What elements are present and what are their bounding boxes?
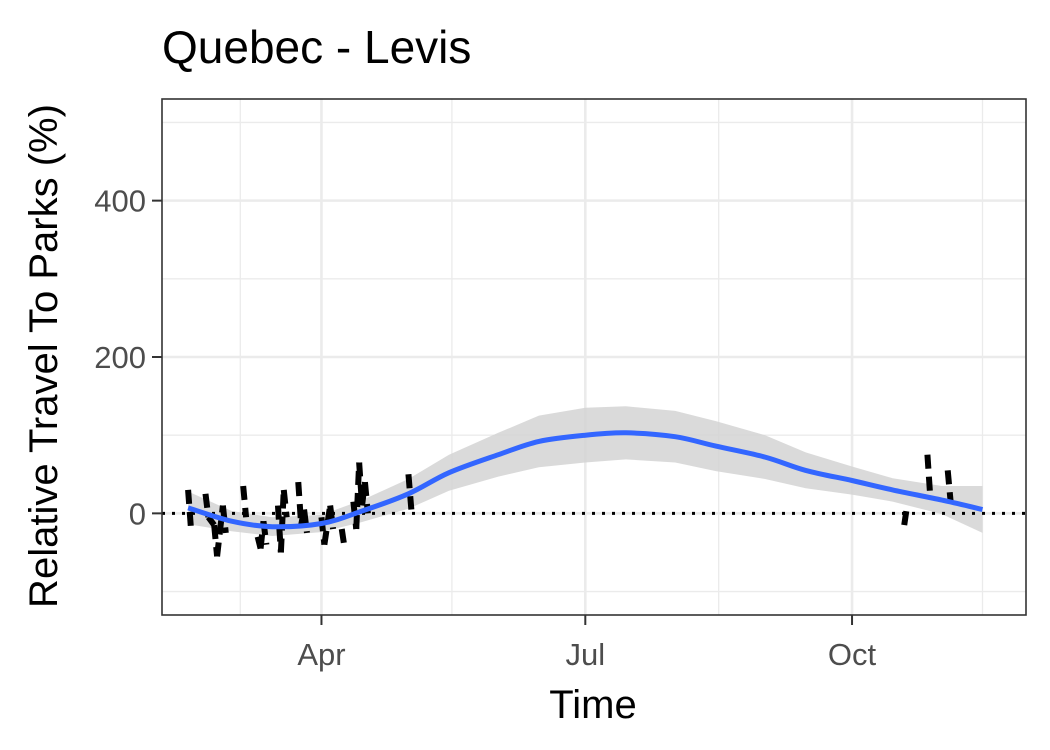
observed-segment [301,509,310,534]
observed-segment [327,505,337,530]
observed-segment [338,528,348,549]
observed-segment [405,474,415,510]
x-tick-label: Apr [297,637,345,672]
axis-layer: 0 200 400 Apr Jul Oct [94,184,876,672]
y-tick-label: 0 [129,496,146,531]
observed-segment [901,505,911,526]
y-axis-title: Relative Travel To Parks (%) [22,104,66,608]
trend-series-layer [187,430,984,530]
observed-segment [202,493,212,518]
observed-segment [280,489,290,518]
observed-segment [214,505,226,557]
y-tick-label: 400 [94,184,146,219]
observed-segment [240,485,250,518]
y-tick-label: 200 [94,340,146,375]
chart-title: Quebec - Levis [162,21,471,73]
grid [162,99,1026,615]
observed-segment [944,470,954,502]
x-axis-title: Time [549,683,636,727]
trend-line [187,430,984,530]
observed-segment [205,515,217,527]
observed-series-layer [185,454,954,557]
x-tick-label: Jul [565,637,605,672]
observed-segment [924,454,934,498]
x-tick-label: Oct [828,637,877,672]
observed-segment [185,489,194,530]
